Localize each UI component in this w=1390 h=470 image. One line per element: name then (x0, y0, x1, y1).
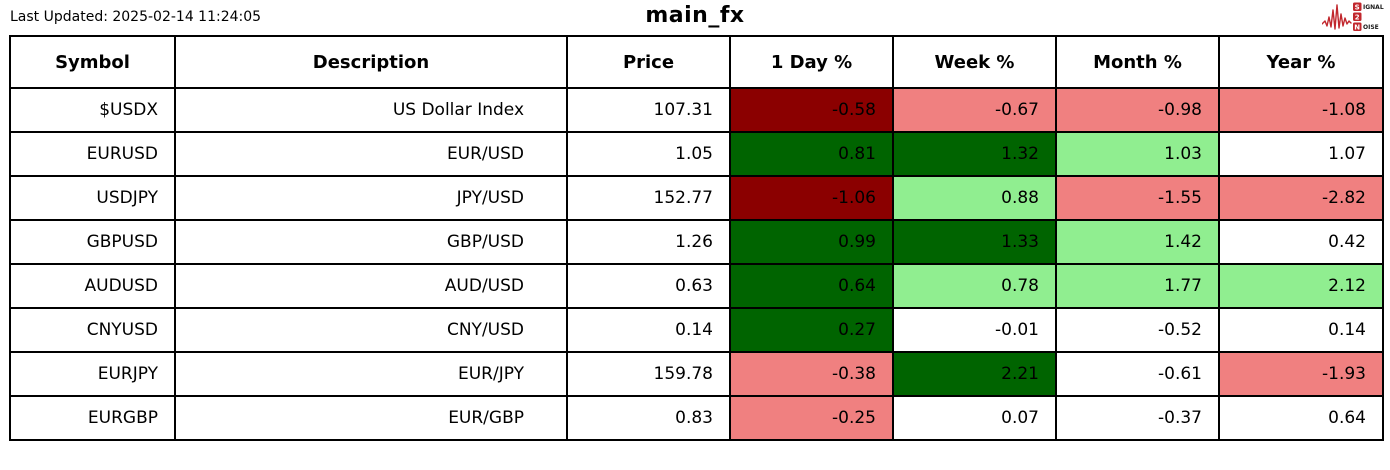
price-cell: 1.26 (566, 219, 731, 265)
col-header-1day: 1 Day % (729, 35, 894, 89)
price-cell: 0.63 (566, 263, 731, 309)
month-change-cell: -0.98 (1055, 87, 1220, 133)
year-change-cell: 2.12 (1218, 263, 1384, 309)
day-change-cell: 0.99 (729, 219, 894, 265)
col-header-year: Year % (1218, 35, 1384, 89)
year-change-cell: 0.64 (1218, 395, 1384, 441)
day-change-cell: -0.38 (729, 351, 894, 397)
table-row: EURUSD EUR/USD 1.05 0.81 1.32 1.03 1.07 (9, 131, 1384, 177)
description-cell: EUR/GBP (174, 395, 568, 441)
header-row: Symbol Description Price 1 Day % Week % … (9, 35, 1384, 89)
col-header-week: Week % (892, 35, 1057, 89)
week-change-cell: 1.33 (892, 219, 1057, 265)
col-header-price: Price (566, 35, 731, 89)
symbol-cell: GBPUSD (9, 219, 176, 265)
price-cell: 1.05 (566, 131, 731, 177)
year-change-cell: -1.93 (1218, 351, 1384, 397)
price-cell: 152.77 (566, 175, 731, 221)
month-change-cell: -0.61 (1055, 351, 1220, 397)
price-cell: 107.31 (566, 87, 731, 133)
table-row: EURJPY EUR/JPY 159.78 -0.38 2.21 -0.61 -… (9, 351, 1384, 397)
week-change-cell: 0.88 (892, 175, 1057, 221)
day-change-cell: -0.25 (729, 395, 894, 441)
symbol-cell: USDJPY (9, 175, 176, 221)
table-row: $USDX US Dollar Index 107.31 -0.58 -0.67… (9, 87, 1384, 133)
fx-table: Symbol Description Price 1 Day % Week % … (9, 35, 1384, 441)
month-change-cell: -0.37 (1055, 395, 1220, 441)
month-change-cell: 1.42 (1055, 219, 1220, 265)
table-row: GBPUSD GBP/USD 1.26 0.99 1.33 1.42 0.42 (9, 219, 1384, 265)
price-cell: 0.83 (566, 395, 731, 441)
description-cell: EUR/USD (174, 131, 568, 177)
year-change-cell: -2.82 (1218, 175, 1384, 221)
description-cell: US Dollar Index (174, 87, 568, 133)
year-change-cell: 1.07 (1218, 131, 1384, 177)
description-cell: AUD/USD (174, 263, 568, 309)
day-change-cell: 0.81 (729, 131, 894, 177)
week-change-cell: 0.07 (892, 395, 1057, 441)
month-change-cell: -1.55 (1055, 175, 1220, 221)
symbol-cell: EURGBP (9, 395, 176, 441)
symbol-cell: $USDX (9, 87, 176, 133)
table-row: CNYUSD CNY/USD 0.14 0.27 -0.01 -0.52 0.1… (9, 307, 1384, 353)
month-change-cell: -0.52 (1055, 307, 1220, 353)
table-row: EURGBP EUR/GBP 0.83 -0.25 0.07 -0.37 0.6… (9, 395, 1384, 441)
table-row: USDJPY JPY/USD 152.77 -1.06 0.88 -1.55 -… (9, 175, 1384, 221)
year-change-cell: 0.42 (1218, 219, 1384, 265)
description-cell: GBP/USD (174, 219, 568, 265)
description-cell: EUR/JPY (174, 351, 568, 397)
description-cell: CNY/USD (174, 307, 568, 353)
waveform-icon (1322, 4, 1352, 30)
logo-letter-s: S (1355, 3, 1360, 11)
last-updated-text: Last Updated: 2025-02-14 11:24:05 (10, 9, 262, 25)
month-change-cell: 1.03 (1055, 131, 1220, 177)
week-change-cell: 2.21 (892, 351, 1057, 397)
symbol-cell: CNYUSD (9, 307, 176, 353)
symbol-cell: EURUSD (9, 131, 176, 177)
week-change-cell: -0.01 (892, 307, 1057, 353)
symbol-cell: AUDUSD (9, 263, 176, 309)
day-change-cell: -1.06 (729, 175, 894, 221)
week-change-cell: 0.78 (892, 263, 1057, 309)
signal2noise-logo: S IGNAL 2 N OISE (1322, 2, 1384, 31)
month-change-cell: 1.77 (1055, 263, 1220, 309)
logo-letter-n: N (1354, 23, 1360, 31)
year-change-cell: 0.14 (1218, 307, 1384, 353)
logo-digit-2: 2 (1355, 13, 1360, 21)
col-header-description: Description (174, 35, 568, 89)
col-header-month: Month % (1055, 35, 1220, 89)
day-change-cell: 0.27 (729, 307, 894, 353)
symbol-cell: EURJPY (9, 351, 176, 397)
price-cell: 159.78 (566, 351, 731, 397)
col-header-symbol: Symbol (9, 35, 176, 89)
year-change-cell: -1.08 (1218, 87, 1384, 133)
week-change-cell: 1.32 (892, 131, 1057, 177)
description-cell: JPY/USD (174, 175, 568, 221)
logo-text-oise: OISE (1363, 24, 1379, 31)
day-change-cell: 0.64 (729, 263, 894, 309)
page-title: main_fx (645, 3, 745, 28)
week-change-cell: -0.67 (892, 87, 1057, 133)
day-change-cell: -0.58 (729, 87, 894, 133)
price-cell: 0.14 (566, 307, 731, 353)
table-row: AUDUSD AUD/USD 0.63 0.64 0.78 1.77 2.12 (9, 263, 1384, 309)
logo-text-ignal: IGNAL (1363, 4, 1384, 11)
